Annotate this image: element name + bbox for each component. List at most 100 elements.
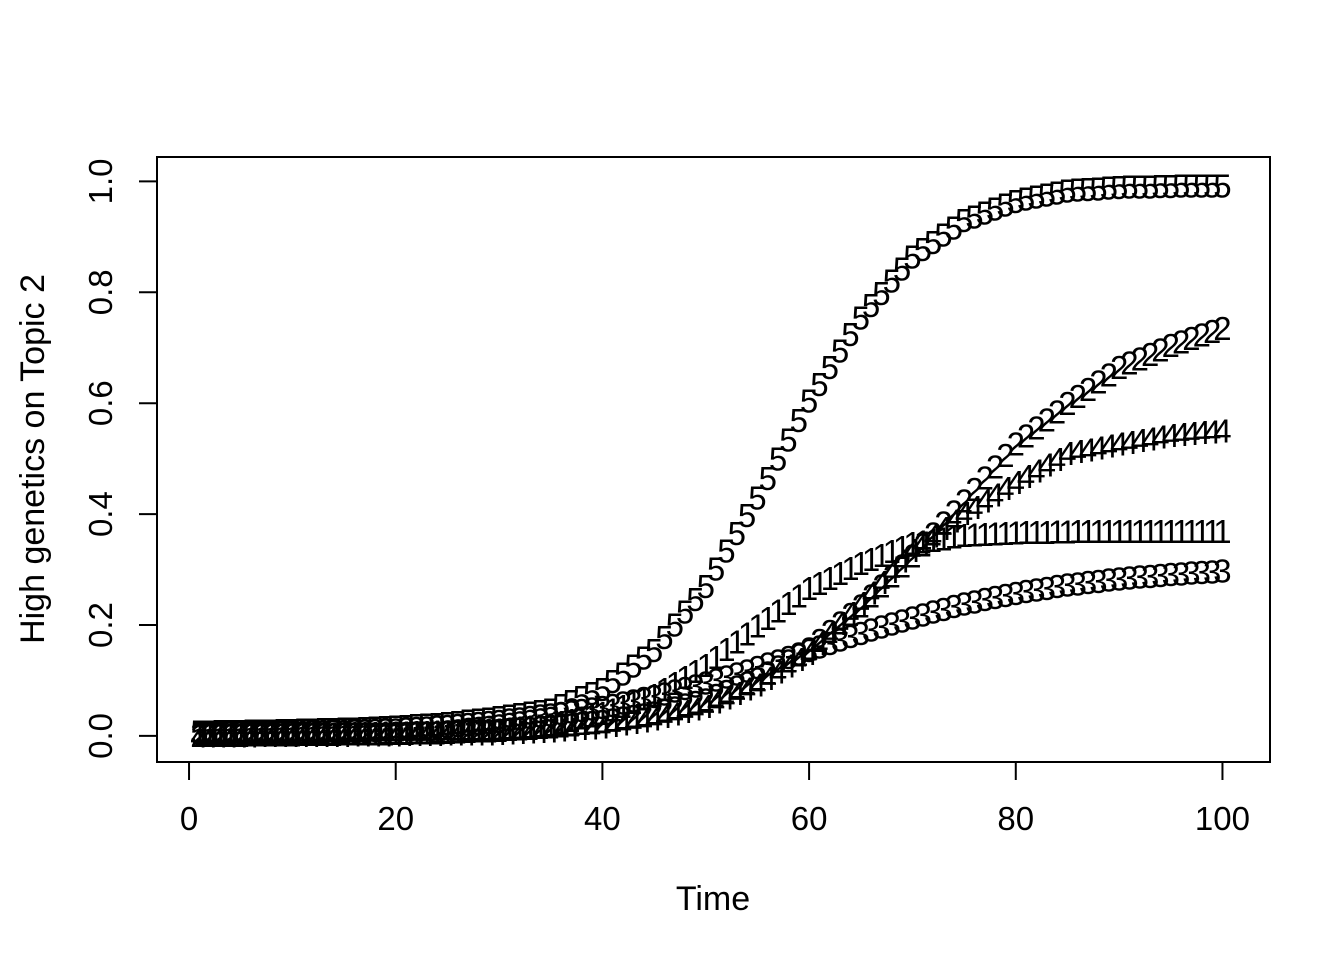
marker-point: 3: [418, 709, 436, 746]
marker-point: 1: [397, 714, 415, 751]
marker-point: 2: [800, 630, 818, 667]
marker-point: 3: [1079, 564, 1097, 601]
marker-point: 2: [366, 715, 384, 752]
marker-point: 3: [221, 715, 239, 752]
marker-point: 4: [883, 553, 901, 590]
marker-point: 3: [232, 715, 250, 752]
marker-point: 3: [883, 605, 901, 642]
marker-point: 5: [232, 713, 250, 750]
marker-point: 4: [1203, 413, 1221, 450]
marker-point: 1: [593, 695, 611, 732]
marker-point: 4: [511, 714, 529, 751]
marker-point: 3: [1182, 555, 1200, 592]
marker-point: 3: [976, 581, 994, 618]
marker-point: 2: [934, 504, 952, 541]
marker-point: 3: [872, 609, 890, 646]
marker-point: 2: [883, 558, 901, 595]
marker-point: 1: [232, 716, 250, 753]
marker-point: 1: [480, 712, 498, 749]
marker-point: 4: [707, 684, 725, 721]
marker-point: 1: [996, 515, 1014, 552]
marker-point: 1: [531, 707, 549, 744]
series-2-markers: 2222222222222222222222222222222222222222…: [190, 310, 1231, 754]
marker-point: 4: [893, 543, 911, 580]
marker-point: 2: [924, 516, 942, 553]
marker-point: 1: [1141, 513, 1159, 550]
marker-point: 3: [986, 579, 1004, 616]
series-1-markers: 1111111111111111111111111111111111111111…: [190, 513, 1231, 754]
marker-point: 5: [201, 713, 219, 750]
marker-point: 4: [232, 717, 250, 754]
marker-point: 3: [242, 714, 260, 751]
marker-point: 3: [717, 658, 735, 695]
marker-point: 4: [903, 532, 921, 569]
marker-point: 2: [542, 709, 560, 746]
marker-point: 1: [1027, 514, 1045, 551]
marker-point: 3: [1141, 558, 1159, 595]
marker-point: 2: [790, 636, 808, 673]
marker-point: 5: [356, 710, 374, 747]
marker-point: 4: [562, 711, 580, 748]
marker-point: 2: [707, 677, 725, 714]
marker-point: 2: [1048, 393, 1066, 430]
marker-point: 3: [955, 585, 973, 622]
marker-point: 3: [728, 655, 746, 692]
marker-point: 2: [1203, 313, 1221, 350]
marker-point: 3: [1100, 562, 1118, 599]
marker-point: 1: [562, 702, 580, 739]
marker-point: 4: [273, 717, 291, 754]
marker-point: 4: [1048, 441, 1066, 478]
marker-point: 5: [841, 316, 859, 353]
marker-point: 1: [1089, 513, 1107, 550]
marker-point: 4: [1193, 414, 1211, 451]
marker-point: 2: [500, 711, 518, 748]
marker-point: 5: [604, 663, 622, 700]
marker-point: 2: [1141, 336, 1159, 373]
marker-point: 3: [893, 602, 911, 639]
marker-point: 2: [314, 716, 332, 753]
marker-point: 4: [831, 605, 849, 642]
marker-point: 2: [676, 687, 694, 724]
marker-point: 4: [1007, 464, 1025, 501]
marker-point: 5: [252, 713, 270, 750]
y-tick-label: 0.4: [82, 491, 119, 537]
marker-point: 5: [1069, 172, 1087, 209]
marker-point: 1: [252, 716, 270, 753]
marker-point: 4: [821, 615, 839, 652]
marker-point: 2: [1193, 317, 1211, 354]
marker-point: 5: [1048, 174, 1066, 211]
marker-point: 3: [283, 714, 301, 751]
marker-point: 2: [986, 448, 1004, 485]
marker-point: 4: [1172, 416, 1190, 453]
marker-point: 2: [893, 548, 911, 585]
marker-point: 3: [1048, 568, 1066, 605]
marker-point: 2: [697, 681, 715, 718]
marker-point: 5: [738, 497, 756, 534]
marker-point: 4: [841, 595, 859, 632]
marker-point: 5: [1038, 176, 1056, 213]
marker-point: 1: [387, 715, 405, 752]
marker-point: 2: [779, 642, 797, 679]
marker-point: 4: [965, 489, 983, 526]
marker-point: 5: [614, 655, 632, 692]
marker-point: 3: [655, 675, 673, 712]
marker-point: 3: [335, 713, 353, 750]
marker-point: 1: [1079, 513, 1097, 550]
marker-point: 5: [500, 698, 518, 735]
marker-point: 3: [449, 707, 467, 744]
marker-point: 4: [428, 716, 446, 753]
marker-point: 5: [872, 275, 890, 312]
marker-point: 2: [903, 538, 921, 575]
marker-point: 2: [635, 696, 653, 733]
marker-point: 4: [1131, 422, 1149, 459]
marker-point: 4: [201, 717, 219, 754]
marker-point: 5: [945, 209, 963, 246]
marker-point: 4: [335, 717, 353, 754]
marker-point: 2: [666, 689, 684, 726]
marker-point: 2: [511, 711, 529, 748]
marker-point: 3: [1120, 560, 1138, 597]
marker-point: 4: [955, 495, 973, 532]
marker-point: 2: [283, 716, 301, 753]
marker-point: 5: [717, 533, 735, 570]
marker-point: 2: [583, 704, 601, 741]
